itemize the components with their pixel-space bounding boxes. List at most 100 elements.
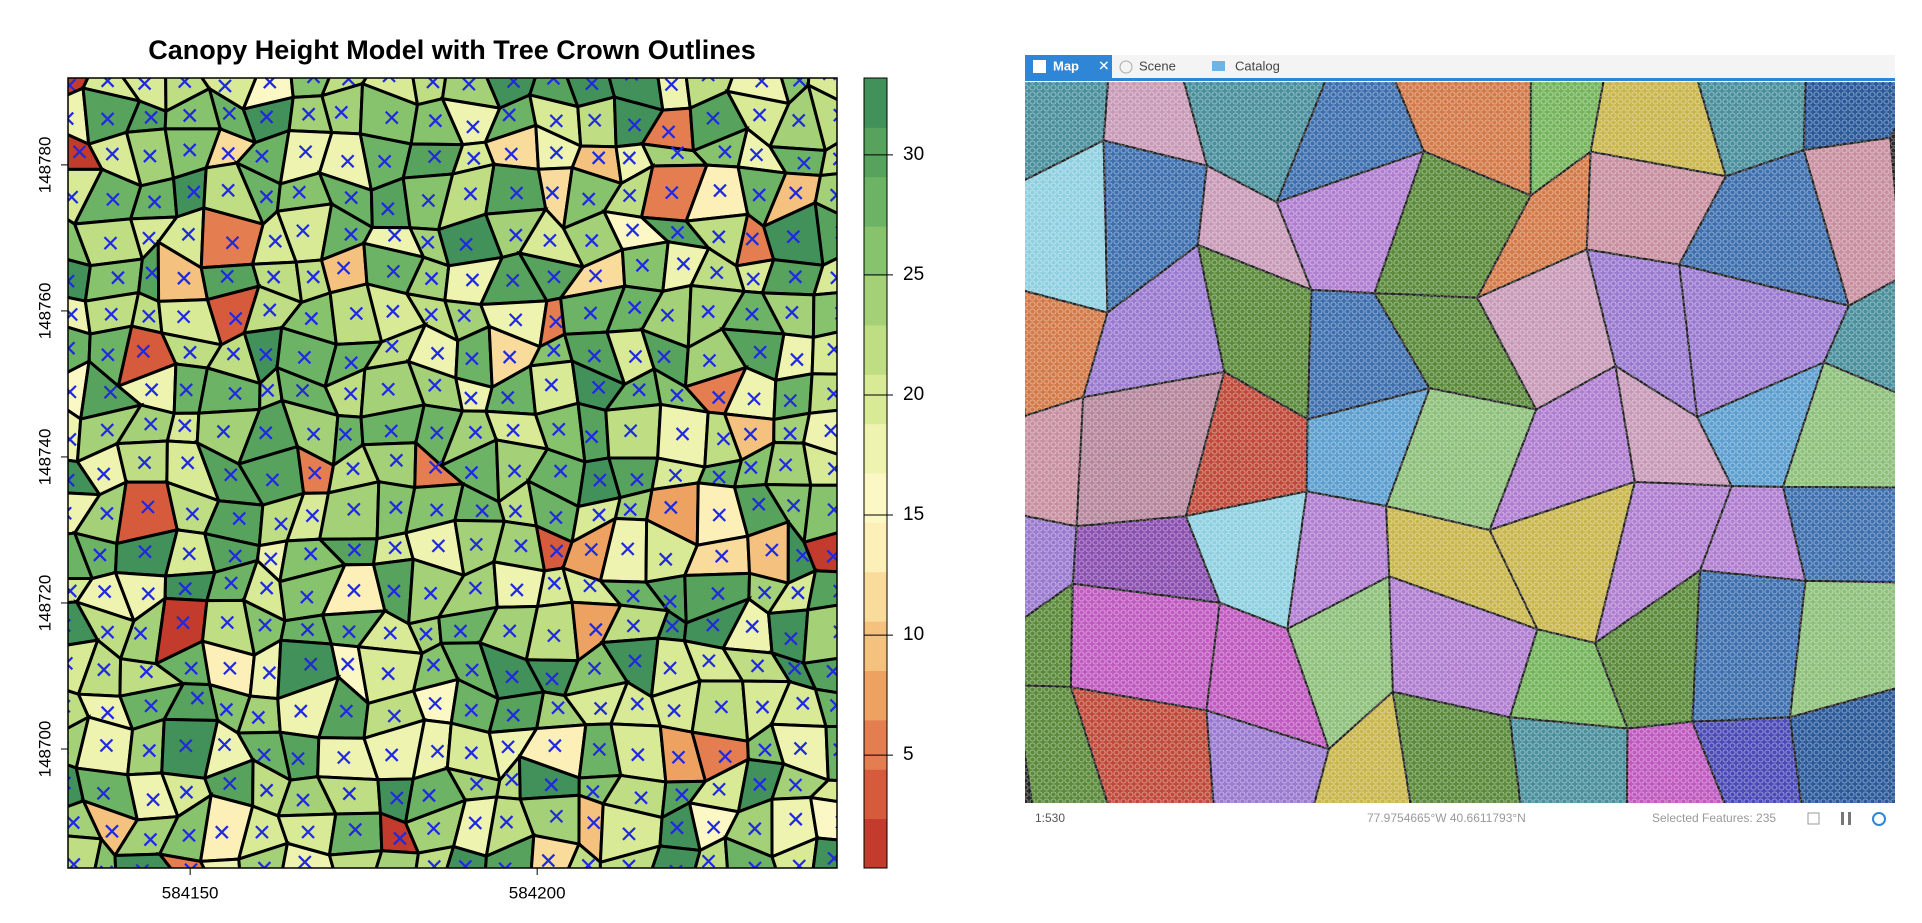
crown-marker [544,378,559,392]
crown-marker [508,313,523,327]
crown-marker [100,112,115,126]
tab-active[interactable] [1025,55,1112,78]
crown-marker [105,824,119,839]
crown-marker [340,154,355,169]
crown-marker [714,549,729,563]
crown-marker [103,236,118,250]
crown-marker [701,78,715,82]
crown-marker [827,461,837,476]
crown-marker [178,418,192,433]
crown-marker [306,78,321,84]
crown-marker [791,113,806,128]
crown-marker [583,306,598,320]
crown-marker [500,390,515,405]
crown-marker [383,626,398,640]
crown-marker [338,427,353,442]
button[interactable] [1807,812,1820,825]
crown-marker [431,539,446,553]
colorbar-band [864,78,887,128]
status-bar [1025,806,1895,830]
crown-marker [182,547,197,561]
crown-marker [505,273,520,288]
crown-marker [190,691,205,705]
crown-marker [712,470,726,484]
colorbar-band [864,324,887,375]
tab[interactable]: Catalog [1235,58,1280,73]
crown-marker [793,741,808,756]
crown-marker [68,307,78,322]
crown-marker [626,589,640,603]
crown-marker [217,737,232,752]
cell [806,78,837,102]
cell [576,401,611,464]
coordinates: 77.9754665°W 40.6611793°N [1367,811,1526,825]
pause[interactable] [1841,812,1844,825]
crown-marker [463,187,478,201]
crown-marker [143,417,158,431]
crown-marker [105,147,120,161]
crown-marker [788,778,803,792]
crown-marker [428,378,442,393]
crown-marker [551,701,565,715]
refresh[interactable] [1872,812,1886,826]
crown-marker [462,78,476,91]
tab-icon [1119,60,1133,74]
tab-close[interactable]: ✕ [1098,58,1110,74]
colorbar-label: 25 [903,264,924,285]
crown-marker [783,426,797,441]
crown-marker [68,741,70,755]
crown-marker [103,385,118,400]
cell [445,844,488,868]
crown-marker [827,851,837,866]
crown-marker [749,147,764,162]
tab[interactable]: Map [1053,58,1079,73]
crown-marker [178,581,193,596]
crown-marker [588,269,603,283]
crown-marker [347,502,361,517]
crown-marker [305,508,320,523]
crown-marker [545,186,560,200]
cell [813,172,837,215]
crown-marker [459,237,473,252]
crown-marker [183,345,197,360]
tab-icon [1033,60,1046,73]
cell [808,795,837,842]
crown-marker [424,307,438,322]
y-tick-label: 148740 [35,429,54,486]
crown-marker [301,825,315,839]
crown-marker [706,618,720,632]
crown-marker [543,233,557,248]
cell [620,239,670,293]
crown-marker [145,266,159,280]
colorbar-label: 30 [903,144,924,165]
tab[interactable]: Scene [1139,58,1176,73]
crown-marker [295,383,310,398]
colorbar-band [864,127,887,178]
cell [770,835,819,868]
crown-marker [753,777,767,792]
crown-marker [340,657,355,671]
crown-marker [99,738,114,753]
crown-marker [833,108,837,122]
crown-marker [505,772,519,787]
crown-marker [584,542,599,557]
crown-marker [137,78,152,91]
crown-marker [545,672,559,686]
crown-marker [219,702,234,717]
crown-marker [547,343,561,358]
colorbar-band [864,818,887,869]
crown-marker [758,743,772,757]
map-scale[interactable]: 1:530 [1035,811,1065,825]
pause[interactable] [1848,812,1851,825]
crown-marker [232,511,247,526]
crown-marker [179,383,193,397]
crown-marker [255,825,269,839]
crown-marker [786,229,801,244]
crown-marker [468,425,483,440]
cell [650,844,703,868]
crown-marker [342,786,357,801]
crown-marker [228,311,243,326]
crown-marker [382,78,396,83]
crown-marker [757,585,772,600]
crown-marker [389,500,403,515]
